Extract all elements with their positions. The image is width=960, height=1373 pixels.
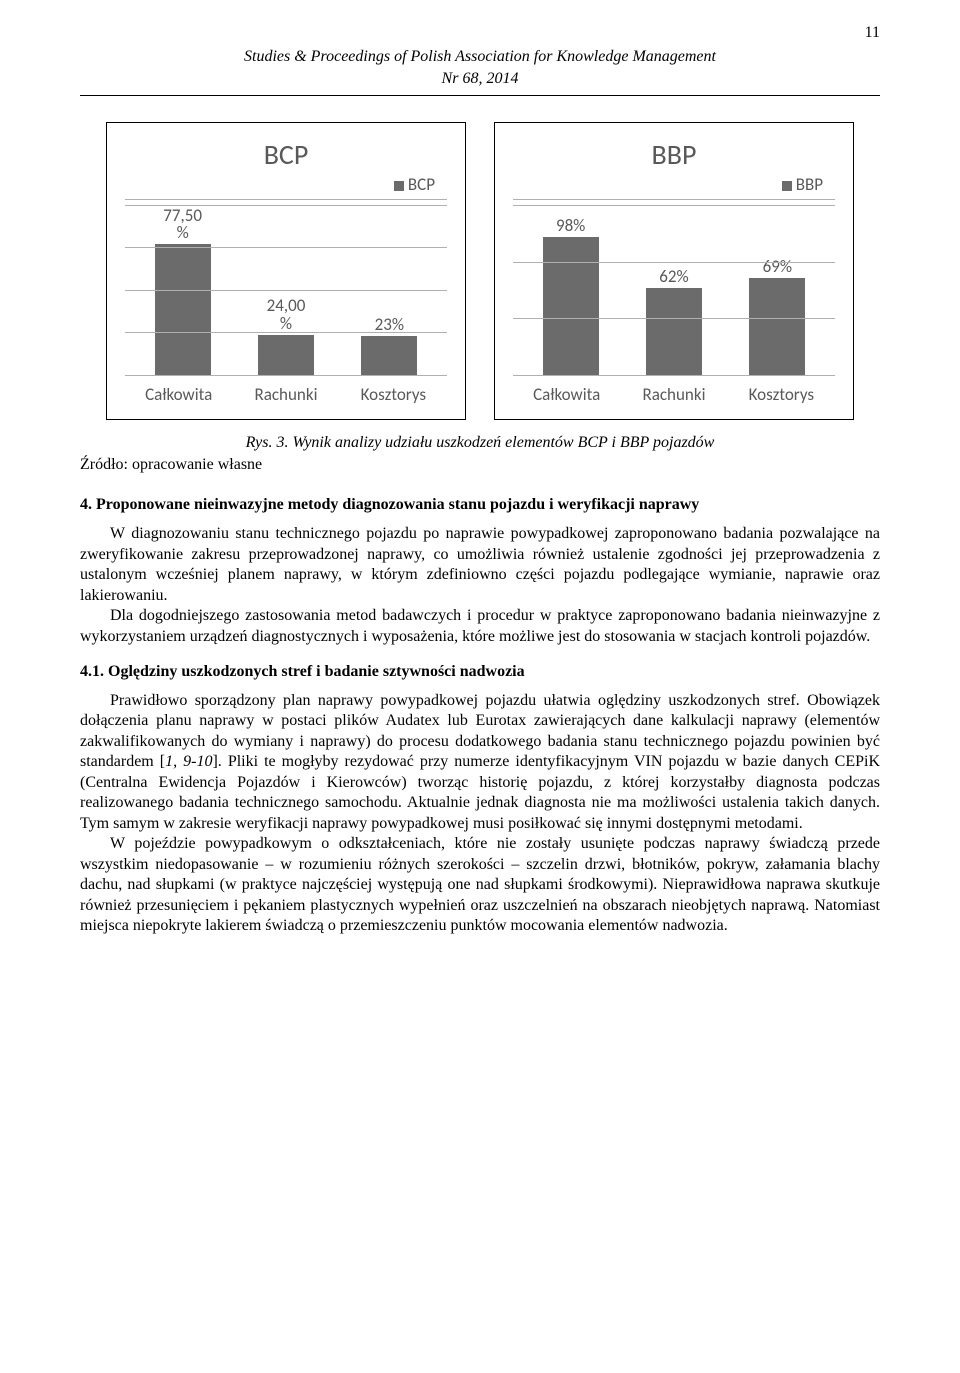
bar-wrap: 23% bbox=[343, 206, 436, 375]
bar bbox=[646, 288, 702, 375]
chart-bcp-legend-rule bbox=[125, 199, 447, 200]
legend-swatch-icon bbox=[782, 181, 792, 191]
chart-bcp-legend-label: BCP bbox=[408, 174, 435, 195]
chart-bcp-xaxis: Całkowita Rachunki Kosztorys bbox=[125, 384, 447, 405]
xaxis-cat: Rachunki bbox=[626, 384, 723, 405]
bar-wrap: 24,00 % bbox=[239, 206, 332, 375]
legend-swatch-icon bbox=[394, 181, 404, 191]
chart-bbp-plot: 98% 62% 69% bbox=[513, 206, 835, 376]
bar-wrap: 62% bbox=[627, 206, 720, 375]
bar-value-label: 24,00 % bbox=[267, 297, 306, 333]
journal-header: Studies & Proceedings of Polish Associat… bbox=[80, 46, 880, 89]
section-4-heading: 4. Proponowane nieinwazyjne metody diagn… bbox=[80, 496, 880, 514]
bar bbox=[749, 278, 805, 375]
gridline bbox=[513, 205, 835, 206]
chart-bbp-legend-rule bbox=[513, 199, 835, 200]
charts-row: BCP BCP 77,50 % 24,00 % 23% Całkowita Rach… bbox=[80, 122, 880, 420]
bar-value-label: 62% bbox=[659, 268, 688, 286]
chart-bcp-title: BCP bbox=[125, 137, 447, 172]
bar-wrap: 69% bbox=[731, 206, 824, 375]
header-rule bbox=[80, 95, 880, 96]
source-line: Źródło: opracowanie własne bbox=[80, 456, 880, 474]
section-4-1-heading: 4.1. Oględziny uszkodzonych stref i bada… bbox=[80, 663, 880, 681]
section-4-p1: W diagnozowaniu stanu technicznego pojaz… bbox=[80, 524, 880, 606]
xaxis-cat: Rachunki bbox=[238, 384, 335, 405]
bar-value-label: 98% bbox=[556, 217, 585, 235]
chart-bbp-legend: BBP bbox=[513, 174, 835, 195]
gridline bbox=[513, 318, 835, 319]
figure-caption: Rys. 3. Wynik analizy udziału uszkodzeń … bbox=[80, 434, 880, 452]
chart-bbp-title: BBP bbox=[513, 137, 835, 172]
section-4-p2: Dla dogodniejszego zastosowania metod ba… bbox=[80, 606, 880, 647]
bar bbox=[361, 336, 417, 375]
chart-bbp: BBP BBP 98% 62% 69% Całkowita Rachunki Kos… bbox=[494, 122, 854, 420]
xaxis-cat: Kosztorys bbox=[733, 384, 830, 405]
page-number: 11 bbox=[80, 24, 880, 42]
journal-line1: Studies & Proceedings of Polish Associat… bbox=[244, 48, 716, 65]
bar-wrap: 77,50 % bbox=[136, 206, 229, 375]
journal-line2: Nr 68, 2014 bbox=[442, 70, 519, 87]
chart-bbp-legend-label: BBP bbox=[796, 174, 823, 195]
chart-bcp-plot: 77,50 % 24,00 % 23% bbox=[125, 206, 447, 376]
gridline bbox=[125, 290, 447, 291]
bar-wrap: 98% bbox=[524, 206, 617, 375]
section-4-1-p2: W pojeździe powypadkowym o odkształcenia… bbox=[80, 834, 880, 936]
xaxis-cat: Całkowita bbox=[518, 384, 615, 405]
chart-bbp-xaxis: Całkowita Rachunki Kosztorys bbox=[513, 384, 835, 405]
chart-bcp: BCP BCP 77,50 % 24,00 % 23% Całkowita Rach… bbox=[106, 122, 466, 420]
xaxis-cat: Kosztorys bbox=[345, 384, 442, 405]
bar bbox=[155, 244, 211, 375]
section-4-1-p1: Prawidłowo sporządzony plan naprawy powy… bbox=[80, 691, 880, 834]
p1-ref: 1, 9-10 bbox=[165, 753, 212, 770]
bar-value-label: 77,50 % bbox=[163, 207, 202, 243]
gridline bbox=[513, 262, 835, 263]
gridline bbox=[125, 332, 447, 333]
gridline bbox=[125, 247, 447, 248]
xaxis-cat: Całkowita bbox=[130, 384, 227, 405]
chart-bcp-legend: BCP bbox=[125, 174, 447, 195]
bar bbox=[258, 335, 314, 376]
bar bbox=[543, 237, 599, 375]
gridline bbox=[125, 205, 447, 206]
